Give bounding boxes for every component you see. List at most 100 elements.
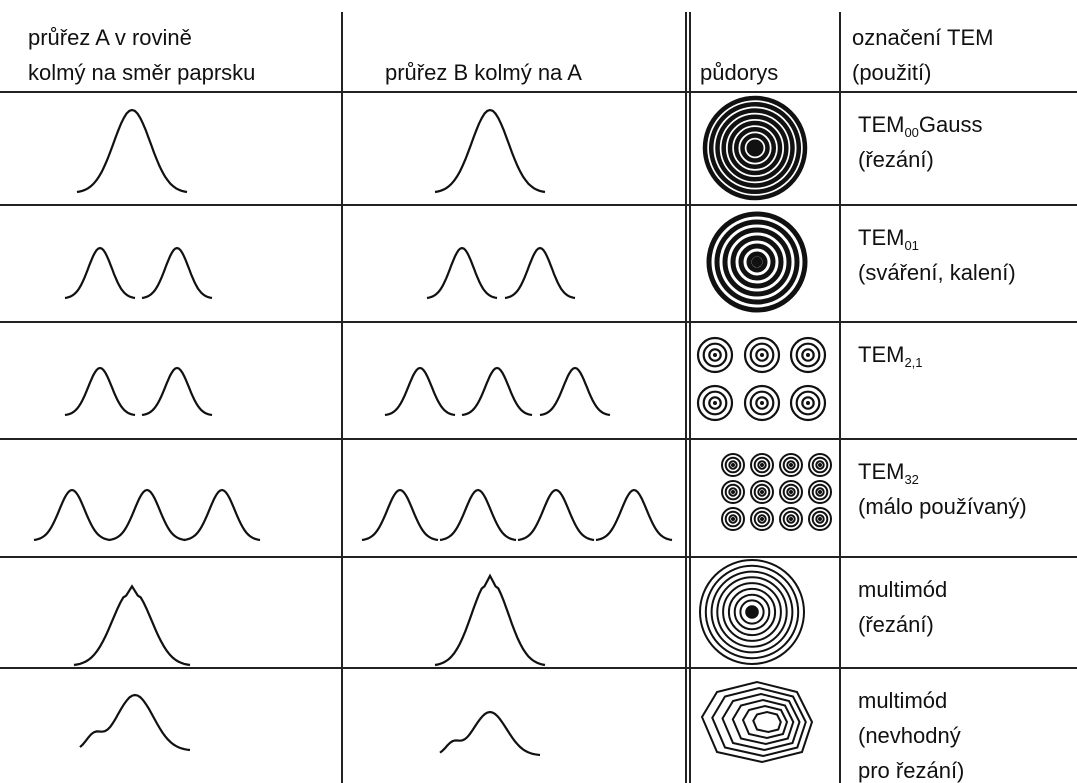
beam-core [806,353,810,357]
beam-core [760,490,764,494]
beam-ring [789,384,827,422]
beam-ring [782,483,800,501]
beam-ring [811,483,829,501]
beam-ring [808,480,832,504]
profile-curve [64,366,136,417]
profile-curve [595,488,673,542]
beam-ring [801,348,815,362]
beam-ring [727,120,783,176]
beam-ring [755,348,769,362]
profile-curve [76,108,188,194]
mode-label: TEM32 [858,459,919,487]
beam-ring [727,587,777,637]
beam-ring [753,510,771,528]
beam-ring [728,460,738,470]
mode-label: multimód [858,688,947,713]
beam-ring [782,456,800,474]
beam-ring [779,453,803,477]
beam-ring [743,384,781,422]
beam-ring [753,456,771,474]
mode-label: multimód [858,577,947,602]
beam-core [818,490,822,494]
beam-core [731,463,735,467]
beam-ring [715,108,795,188]
mode-suffix: Gauss [919,112,983,137]
beam-contour [731,698,795,746]
beam-core [818,463,822,467]
beam-ring [702,390,728,416]
profile-curve [434,108,546,194]
beam-core [746,606,758,618]
mode-label: TEM00Gauss [858,112,983,140]
column-header: označení TEM [852,25,993,50]
beam-core [713,353,717,357]
beam-core [760,517,764,521]
beam-core [760,463,764,467]
beam-core [760,353,764,357]
beam-core [731,517,735,521]
beam-ring [699,559,805,665]
beam-ring [786,460,796,470]
mode-name: TEM [858,459,904,484]
mode-note: (nevhodný [858,723,961,748]
profile-curve [361,488,439,542]
beam-ring [750,480,774,504]
beam-contour [711,686,807,758]
profile-curve [439,488,517,542]
beam-ring [815,514,825,524]
beam-ring [696,336,734,374]
profile-curve [183,488,261,542]
column-header: půdorys [700,60,778,85]
column-header: průřez B kolmý na A [385,60,582,85]
beam-ring [738,243,776,281]
profile-curve [384,366,456,417]
beam-ring [795,390,821,416]
beam-ring [702,342,728,368]
mode-label: TEM2,1 [858,342,923,370]
beam-ring [815,487,825,497]
beam-ring [708,348,722,362]
beam-ring [716,576,788,648]
beam-ring [786,487,796,497]
beam-ring [779,480,803,504]
beam-ring [782,510,800,528]
beam-ring [728,487,738,497]
beam-ring [714,219,800,305]
mode-label: TEM01 [858,225,919,253]
beam-core [751,256,763,268]
beam-ring [739,599,765,625]
beam-ring [721,480,745,504]
beam-ring [724,456,742,474]
beam-ring [749,390,775,416]
beam-ring [750,507,774,531]
profile-curve [434,573,546,667]
mode-name: TEM [858,112,904,137]
beam-ring [702,95,808,201]
beam-contour [721,692,801,752]
profile-curve [439,710,541,757]
beam-ring [733,126,777,170]
beam-ring [755,396,769,410]
beam-core [760,401,764,405]
beam-ring [696,384,734,422]
profile-curve [33,488,111,542]
beam-core [818,517,822,521]
beam-ring [795,342,821,368]
beam-ring [721,453,745,477]
column-header: kolmý na směr paprsku [28,60,255,85]
beam-ring [704,564,800,660]
beam-ring [728,514,738,524]
beam-ring [750,453,774,477]
beam-ring [721,507,745,531]
beam-contour [700,680,814,764]
profile-curve [108,488,186,542]
beam-ring [746,251,768,273]
beam-core [789,490,793,494]
profile-curve [73,584,191,667]
beam-ring [757,460,767,470]
beam-ring [710,570,794,654]
beam-core [789,517,793,521]
beam-ring [757,487,767,497]
mode-note: (řezání) [858,147,934,172]
